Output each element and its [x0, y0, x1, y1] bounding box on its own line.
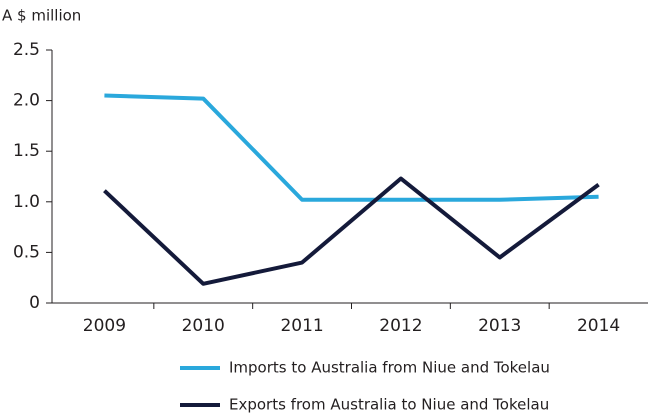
y-axis-label: A $ million — [2, 7, 81, 25]
legend-label: Imports to Australia from Niue and Tokel… — [229, 359, 550, 377]
legend-label: Exports from Australia to Niue and Tokel… — [229, 396, 549, 414]
y-tick-label: 1.5 — [13, 141, 40, 161]
x-tick-label: 2009 — [83, 316, 126, 336]
x-tick-label: 2013 — [478, 316, 521, 336]
x-tick-label: 2012 — [379, 316, 422, 336]
y-tick-label: 0 — [29, 293, 40, 313]
y-tick-label: 1.0 — [13, 192, 40, 212]
y-tick-label: 2.0 — [13, 91, 40, 111]
x-tick-label: 2011 — [280, 316, 323, 336]
x-tick-label: 2014 — [577, 316, 620, 336]
series-line — [104, 93, 599, 202]
y-tick-label: 0.5 — [13, 242, 40, 262]
y-tick-label: 2.5 — [13, 40, 40, 60]
series-line — [103, 176, 600, 286]
x-tick-label: 2010 — [182, 316, 225, 336]
